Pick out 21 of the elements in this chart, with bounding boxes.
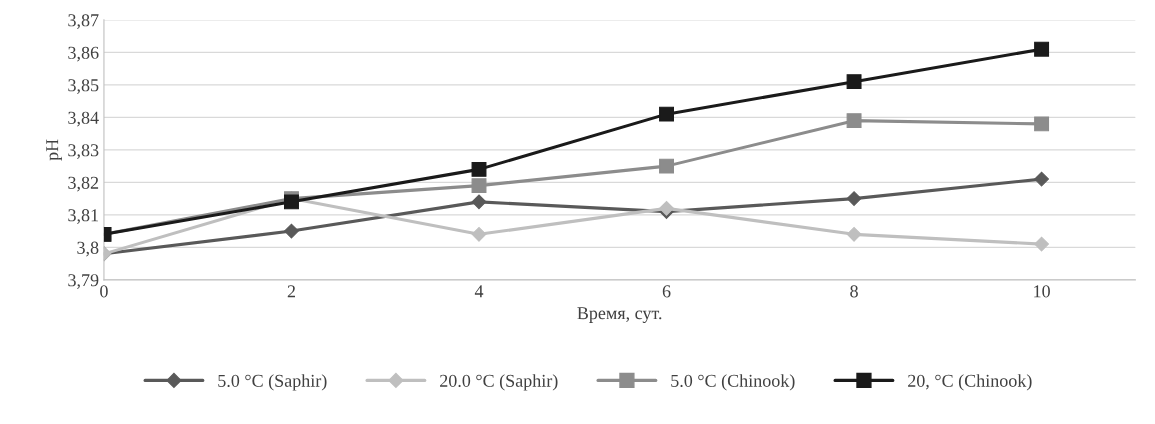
x-tick-label: 0: [100, 285, 108, 298]
y-tick-label: 3,79: [68, 274, 99, 289]
y-tick-label: 3,87: [68, 14, 99, 29]
legend-label: 5.0 °C (Saphir): [218, 374, 327, 391]
x-tick-label: 8: [850, 285, 858, 298]
x-tick-label: 4: [474, 285, 484, 298]
y-tick-label: 3,83: [68, 144, 99, 159]
x-axis-title: Время, сут.: [577, 307, 662, 323]
y-tick-label: 3,86: [68, 46, 99, 62]
y-tick-label: 3,81: [68, 209, 99, 224]
x-tick-label: 2: [287, 285, 295, 298]
y-tick-label: 3,82: [68, 176, 99, 192]
legend-label: 5.0 °C (Chinook): [671, 374, 795, 391]
y-tick-label: 3,84: [68, 111, 99, 127]
y-tick-label: 3,85: [68, 79, 99, 94]
y-tick-label: 3,8: [77, 241, 99, 257]
x-tick-label: 10: [1034, 285, 1050, 298]
x-tick-label: 6: [662, 285, 671, 298]
legend-label: 20.0 °C (Saphir): [440, 374, 558, 391]
legend-label: 20, °C (Chinook): [908, 374, 1032, 391]
y-axis-title: pH: [46, 139, 62, 161]
